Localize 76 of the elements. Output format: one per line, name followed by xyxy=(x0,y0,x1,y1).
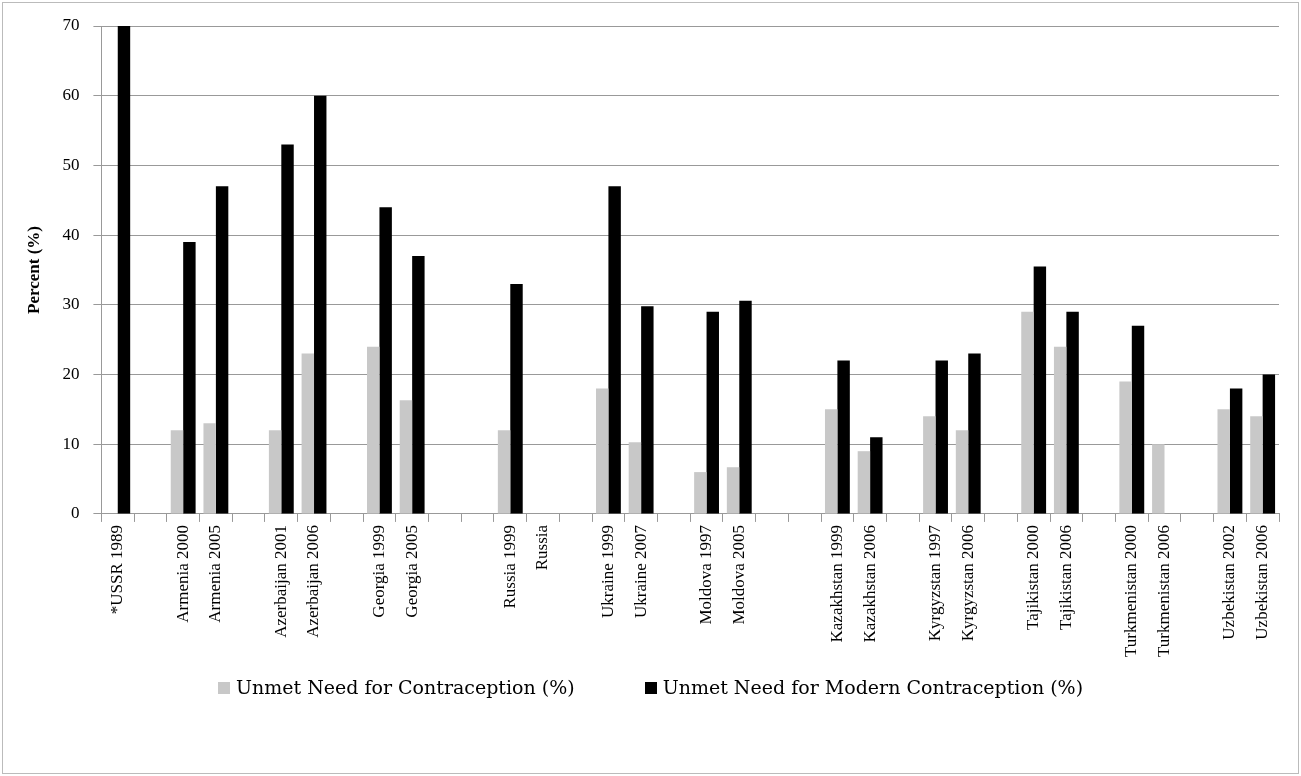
bar xyxy=(314,95,327,514)
bar xyxy=(628,442,642,514)
bar xyxy=(1250,416,1263,514)
y-tick-label: 70 xyxy=(62,15,80,35)
bar xyxy=(1033,266,1047,514)
x-tick-label: Azerbaijan 2006 xyxy=(303,524,323,638)
bar xyxy=(281,144,294,514)
x-tick-label: Armenia 2005 xyxy=(205,524,225,623)
bar xyxy=(117,26,131,514)
y-axis-title: Percent (%) xyxy=(23,225,43,314)
y-tick-label: 10 xyxy=(62,433,80,453)
bar xyxy=(870,437,883,514)
x-tick-label: Ukraine 1999 xyxy=(597,524,617,618)
y-tick-label: 20 xyxy=(62,363,80,383)
bar xyxy=(1119,381,1132,514)
bar xyxy=(608,186,621,514)
bar xyxy=(510,283,523,514)
x-tick-label: Turkmenistan 2006 xyxy=(1153,524,1173,657)
x-tick-label: Moldova 1997 xyxy=(696,524,716,625)
x-tick-label: Kazakhstan 1999 xyxy=(826,524,846,643)
bar xyxy=(1152,444,1165,514)
bar xyxy=(412,256,425,514)
y-tick-label: 30 xyxy=(62,294,80,314)
bar xyxy=(301,353,315,514)
x-tick-label: Kazakhstan 2006 xyxy=(859,524,879,643)
bar xyxy=(595,388,609,514)
bar xyxy=(399,400,413,514)
x-tick-label: Azerbaijan 2001 xyxy=(270,524,290,638)
x-tick-label: Ukraine 2007 xyxy=(630,524,650,618)
x-tick-label: Uzbekistan 2006 xyxy=(1252,524,1272,640)
legend-label: Unmet Need for Modern Contraception (%) xyxy=(661,676,1084,698)
bar xyxy=(1066,311,1079,514)
bar xyxy=(497,430,511,514)
x-tick-label: Uzbekistan 2002 xyxy=(1219,524,1239,640)
y-tick-label: 50 xyxy=(62,154,80,174)
bar xyxy=(968,353,981,514)
bar xyxy=(1131,325,1145,514)
y-tick-label: 40 xyxy=(62,224,80,244)
bar xyxy=(1053,346,1067,514)
x-tick-label: Russia 1999 xyxy=(499,524,519,609)
bar xyxy=(935,360,948,514)
bar xyxy=(824,409,838,514)
bar xyxy=(1021,311,1034,514)
x-tick-label: *USSR 1989 xyxy=(107,524,127,615)
bar xyxy=(857,451,871,514)
x-tick-label: Tajikistan 2006 xyxy=(1055,524,1075,630)
bar xyxy=(726,467,740,514)
x-tick-label: Georgia 1999 xyxy=(368,524,388,618)
bar xyxy=(706,311,719,514)
bar xyxy=(641,306,654,514)
x-tick-label: Kyrgyzstan 2006 xyxy=(957,524,977,642)
bar xyxy=(170,430,184,514)
x-tick-label: Tajikistan 2000 xyxy=(1023,524,1043,630)
x-tick-label: Georgia 2005 xyxy=(401,524,421,618)
bar xyxy=(1262,374,1276,514)
x-tick-label: Kyrgyzstan 1997 xyxy=(925,524,944,642)
bar xyxy=(203,423,216,514)
bar xyxy=(837,360,850,514)
x-tick-label: Turkmenistan 2000 xyxy=(1121,524,1141,657)
bar xyxy=(183,242,196,514)
bar xyxy=(1217,409,1230,514)
x-tick-label: Armenia 2000 xyxy=(172,524,192,623)
x-tick-label: Russia xyxy=(532,524,552,571)
bar xyxy=(379,207,392,514)
bar xyxy=(367,346,380,514)
bar xyxy=(694,472,707,514)
legend-label: Unmet Need for Contraception (%) xyxy=(234,676,575,698)
bar xyxy=(923,416,936,514)
bar xyxy=(739,300,752,514)
bar xyxy=(955,430,969,514)
bar xyxy=(268,430,282,514)
y-tick-label: 60 xyxy=(62,85,80,105)
y-tick-label: 0 xyxy=(70,503,80,523)
bar xyxy=(215,186,229,514)
x-tick-label: Moldova 2005 xyxy=(728,524,748,625)
bar xyxy=(1229,388,1243,514)
